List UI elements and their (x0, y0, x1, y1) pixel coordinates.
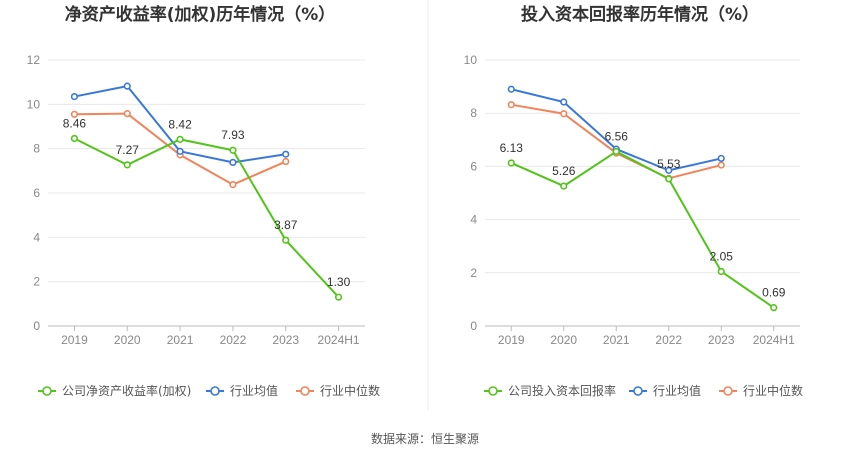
y-tick-label: 2 (470, 266, 477, 280)
data-point (507, 159, 515, 167)
data-label: 0.69 (762, 286, 786, 300)
legend-label: 公司投入资本回报率 (508, 383, 616, 398)
legend-item: 公司投入资本回报率 (484, 383, 616, 398)
series-line (73, 137, 340, 298)
x-tick-label: 2023 (272, 333, 299, 347)
legend-item: 行业中位数 (296, 383, 380, 398)
y-tick-label: 8 (33, 142, 40, 156)
legend-label: 行业中位数 (320, 383, 380, 398)
chart-title: 净资产收益率(加权)历年情况（%） (65, 4, 336, 25)
x-tick-label: 2019 (498, 333, 525, 347)
y-tick-label: 6 (33, 186, 40, 200)
y-tick-label: 4 (33, 230, 40, 244)
x-tick-label: 2020 (114, 333, 141, 347)
y-tick-label: 0 (470, 319, 477, 333)
legend-label: 公司净资产收益率(加权) (62, 383, 191, 398)
data-label: 6.13 (500, 141, 524, 155)
legend-label: 行业均值 (230, 383, 278, 398)
data-point (560, 182, 568, 190)
x-tick-label: 2021 (167, 333, 194, 347)
legend-item: 行业中位数 (719, 383, 803, 398)
x-tick-label: 2020 (550, 333, 577, 347)
data-point (665, 166, 673, 174)
data-point (507, 101, 515, 109)
legend-marker (633, 386, 643, 396)
x-tick-label: 2023 (708, 333, 735, 347)
data-point (507, 85, 515, 93)
legend-marker (300, 386, 310, 396)
x-tick-label: 2021 (603, 333, 630, 347)
data-point (665, 175, 673, 183)
data-point (70, 134, 79, 143)
roe-chart: 净资产收益率(加权)历年情况（%） 0 2 4 6 8 10 12 2019 2020 2021 20… (27, 4, 380, 398)
data-point (770, 304, 778, 312)
data-point (176, 135, 184, 143)
data-label: 7.27 (116, 143, 140, 157)
data-point (334, 293, 343, 301)
data-point (70, 110, 79, 118)
y-tick-label: 2 (33, 275, 40, 289)
roic-chart: 投入资本回报率历年情况（%） 0 2 4 6 8 10 2019 2020 2021 2022 202… (464, 4, 803, 398)
data-point (70, 92, 79, 101)
data-point (612, 147, 620, 156)
y-tick-label: 10 (464, 53, 478, 67)
data-label: 5.26 (552, 164, 576, 178)
legend-marker (723, 386, 733, 396)
x-tick-label: 2019 (61, 333, 88, 347)
data-point (123, 161, 131, 169)
y-tick-label: 10 (27, 97, 41, 111)
legend-label: 行业均值 (653, 383, 701, 398)
data-point (229, 180, 237, 189)
data-point (229, 146, 237, 154)
data-label: 8.46 (63, 116, 87, 130)
chart-title: 投入资本回报率历年情况（%） (521, 4, 759, 25)
legend-item: 公司净资产收益率(加权) (38, 383, 191, 398)
y-tick-label: 4 (470, 213, 477, 227)
data-point (176, 147, 184, 155)
data-point (123, 110, 131, 118)
x-tick-label: 2024H1 (318, 333, 360, 347)
data-point (282, 236, 290, 244)
y-tick-label: 12 (27, 53, 41, 67)
legend-label: 行业中位数 (743, 383, 803, 398)
data-label: 6.56 (605, 130, 629, 144)
data-label: 5.53 (657, 157, 681, 171)
data-point (717, 267, 725, 276)
data-label: 2.05 (710, 249, 734, 263)
legend-marker (42, 386, 52, 396)
y-tick-label: 8 (470, 106, 477, 120)
data-point (717, 161, 725, 169)
data-point (123, 82, 131, 90)
x-tick-label: 2024H1 (753, 333, 795, 347)
x-tick-label: 2022 (655, 333, 682, 347)
legend-marker (488, 386, 498, 396)
data-point (282, 150, 290, 158)
y-tick-label: 6 (470, 159, 477, 173)
data-point (717, 154, 725, 163)
data-point (560, 98, 568, 106)
legend-marker (210, 386, 220, 396)
data-label: 3.87 (274, 218, 298, 232)
data-point (229, 158, 237, 167)
data-label: 1.30 (327, 275, 351, 289)
data-label: 7.93 (221, 128, 245, 142)
y-tick-label: 0 (33, 319, 40, 333)
data-label: 8.42 (168, 117, 192, 131)
legend-item: 行业均值 (206, 383, 278, 398)
data-point (560, 110, 568, 118)
data-point (282, 157, 290, 166)
x-tick-label: 2022 (220, 333, 247, 347)
legend-item: 行业均值 (629, 383, 701, 398)
series-line (510, 150, 775, 309)
data-source-note: 数据来源：恒生聚源 (370, 432, 479, 446)
